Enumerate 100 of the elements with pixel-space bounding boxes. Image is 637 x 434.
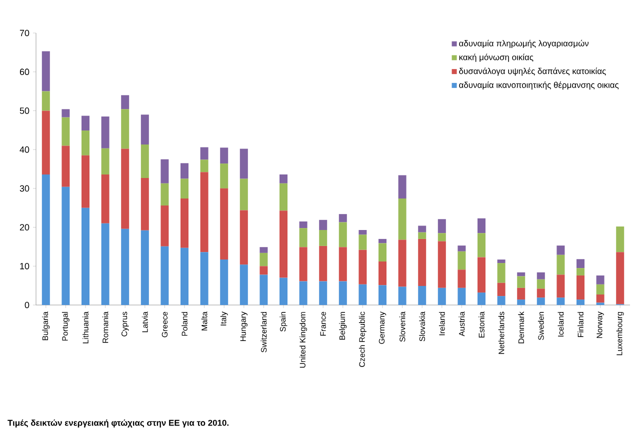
bar bbox=[478, 233, 486, 258]
bar bbox=[62, 117, 70, 146]
bar bbox=[497, 296, 506, 305]
bar bbox=[596, 284, 604, 295]
bar bbox=[280, 278, 288, 305]
bar bbox=[240, 148, 248, 179]
bar bbox=[240, 210, 248, 265]
y-tick-label: 60 bbox=[20, 68, 30, 76]
bar bbox=[358, 230, 367, 235]
bar bbox=[140, 144, 149, 178]
bar bbox=[140, 230, 149, 305]
bar bbox=[82, 155, 90, 208]
bar bbox=[240, 264, 248, 305]
bar bbox=[398, 175, 406, 199]
bar bbox=[497, 282, 506, 296]
bar bbox=[378, 243, 387, 262]
bar bbox=[260, 274, 268, 305]
bar bbox=[299, 281, 308, 305]
bar bbox=[358, 284, 367, 305]
bar bbox=[160, 206, 169, 246]
bar bbox=[319, 246, 328, 282]
y-tick-label: 30 bbox=[20, 185, 30, 192]
bar bbox=[378, 238, 387, 244]
bar bbox=[338, 222, 347, 248]
bar bbox=[576, 268, 585, 276]
bar bbox=[260, 252, 268, 266]
bar bbox=[556, 254, 565, 275]
bar bbox=[121, 95, 130, 110]
bar bbox=[438, 288, 446, 305]
bar bbox=[338, 281, 347, 305]
bar bbox=[260, 266, 268, 275]
bar bbox=[596, 275, 604, 284]
bar bbox=[280, 183, 288, 211]
bar bbox=[160, 246, 169, 305]
bar bbox=[418, 226, 426, 232]
bar bbox=[180, 198, 188, 248]
bar bbox=[458, 288, 466, 305]
bar bbox=[42, 174, 50, 305]
bar bbox=[200, 172, 208, 252]
bar bbox=[42, 110, 50, 174]
bar bbox=[319, 281, 328, 305]
bar bbox=[280, 174, 288, 184]
bar bbox=[358, 250, 367, 284]
bar bbox=[478, 218, 486, 234]
bar bbox=[62, 109, 70, 118]
bar bbox=[438, 233, 446, 242]
bar bbox=[358, 234, 367, 250]
bar bbox=[220, 164, 228, 188]
bar bbox=[220, 148, 228, 164]
bar bbox=[616, 226, 624, 252]
bar bbox=[556, 274, 565, 298]
bar bbox=[299, 228, 308, 248]
bar bbox=[299, 247, 308, 282]
bar bbox=[240, 178, 248, 210]
bar bbox=[101, 174, 110, 224]
bar bbox=[200, 147, 208, 160]
y-tick-label: 10 bbox=[20, 262, 30, 270]
bar bbox=[180, 163, 188, 179]
legend-label: αδυναμία πληρωμής λογαριασμών bbox=[459, 40, 589, 48]
y-tick-label: 70 bbox=[20, 30, 30, 36]
bar bbox=[101, 116, 110, 148]
bar bbox=[438, 241, 446, 288]
bar bbox=[101, 148, 110, 174]
bar bbox=[160, 159, 169, 184]
bar bbox=[458, 251, 466, 270]
bar bbox=[82, 130, 90, 156]
bar bbox=[319, 220, 328, 230]
bar bbox=[82, 116, 90, 131]
bar bbox=[536, 298, 545, 305]
bar bbox=[517, 300, 526, 305]
bar bbox=[478, 292, 486, 305]
legend-label: δυσανάλογα υψηλές δαπάνες κατοικίας bbox=[459, 68, 606, 76]
y-tick-label: 50 bbox=[20, 108, 30, 114]
y-tick-label: 0 bbox=[24, 302, 30, 308]
bar bbox=[536, 279, 545, 289]
bar bbox=[576, 259, 585, 268]
y-tick-label: 20 bbox=[20, 224, 30, 230]
bar bbox=[140, 114, 149, 145]
bar bbox=[378, 285, 387, 305]
bar bbox=[121, 228, 130, 305]
bar bbox=[101, 223, 110, 305]
bar bbox=[398, 198, 406, 240]
bar bbox=[458, 246, 466, 252]
bar bbox=[517, 276, 526, 288]
bar bbox=[42, 91, 50, 111]
bar bbox=[576, 300, 585, 305]
bar bbox=[42, 51, 50, 92]
bar bbox=[458, 270, 466, 288]
bar bbox=[517, 288, 526, 300]
bar bbox=[280, 210, 288, 278]
bar bbox=[338, 214, 347, 222]
bar bbox=[576, 275, 585, 300]
text: Τιμές δεικτών ενεργειακή φτώχιας στην ΕΕ για το 2010. bbox=[8, 419, 228, 428]
bar bbox=[260, 247, 268, 253]
bar bbox=[497, 263, 506, 283]
bar bbox=[536, 272, 545, 280]
bar bbox=[536, 288, 545, 298]
bar bbox=[616, 252, 624, 304]
bar bbox=[497, 260, 506, 264]
bar bbox=[418, 232, 426, 239]
